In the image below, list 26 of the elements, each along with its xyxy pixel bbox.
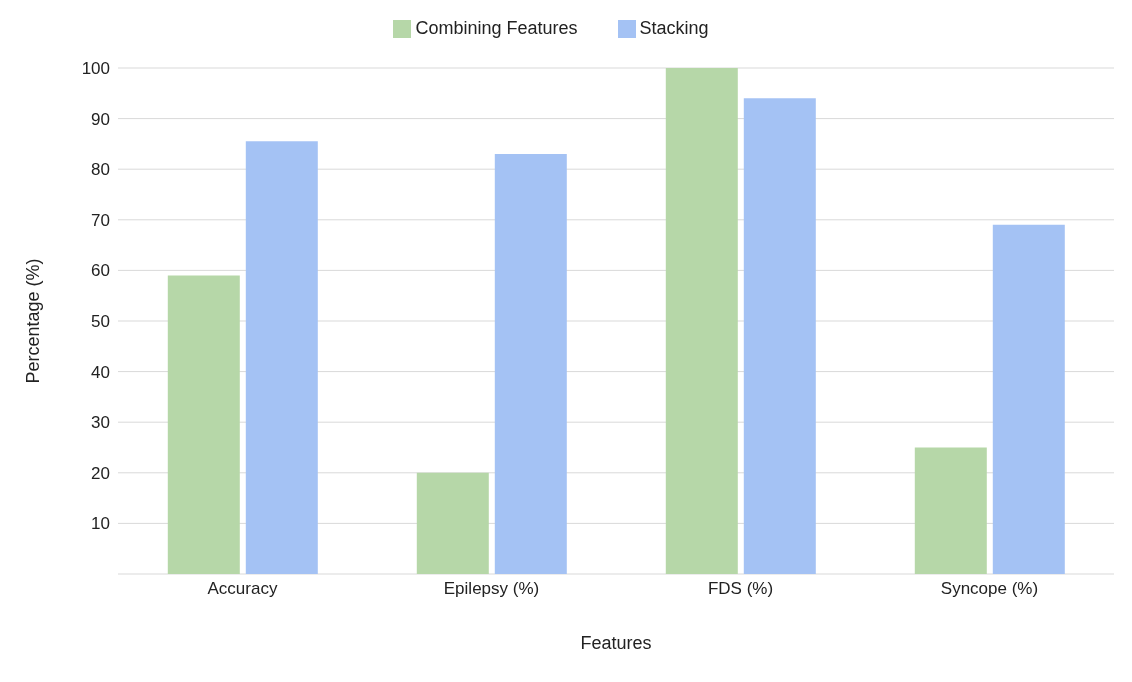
y-axis-title: Percentage (%) bbox=[23, 258, 44, 384]
legend-label: Combining Features bbox=[415, 18, 578, 38]
x-tick-label: Accuracy bbox=[207, 579, 278, 599]
y-tick-label: 10 bbox=[91, 514, 110, 534]
y-tick-label: 40 bbox=[91, 362, 110, 382]
y-tick-label: 90 bbox=[91, 109, 110, 129]
legend-label: Stacking bbox=[639, 18, 709, 38]
x-axis-title: Features bbox=[580, 633, 652, 653]
bar bbox=[743, 98, 816, 574]
bar bbox=[245, 141, 318, 574]
bar bbox=[494, 154, 567, 574]
y-tick-label: 70 bbox=[91, 210, 110, 230]
x-tick-label: Syncope (%) bbox=[940, 579, 1039, 599]
x-tick-label: Epilepsy (%) bbox=[443, 579, 540, 599]
y-tick-label: 50 bbox=[91, 312, 110, 332]
bar bbox=[665, 68, 738, 574]
y-tick-label: 100 bbox=[81, 59, 110, 79]
y-tick-label: 30 bbox=[91, 413, 110, 433]
bar bbox=[992, 224, 1065, 574]
x-tick-label: FDS (%) bbox=[707, 579, 774, 599]
bar bbox=[167, 275, 240, 574]
y-tick-label: 20 bbox=[91, 463, 110, 483]
y-tick-label: 60 bbox=[91, 261, 110, 281]
bar bbox=[416, 472, 489, 574]
bar bbox=[914, 447, 987, 574]
y-tick-label: 80 bbox=[91, 160, 110, 180]
